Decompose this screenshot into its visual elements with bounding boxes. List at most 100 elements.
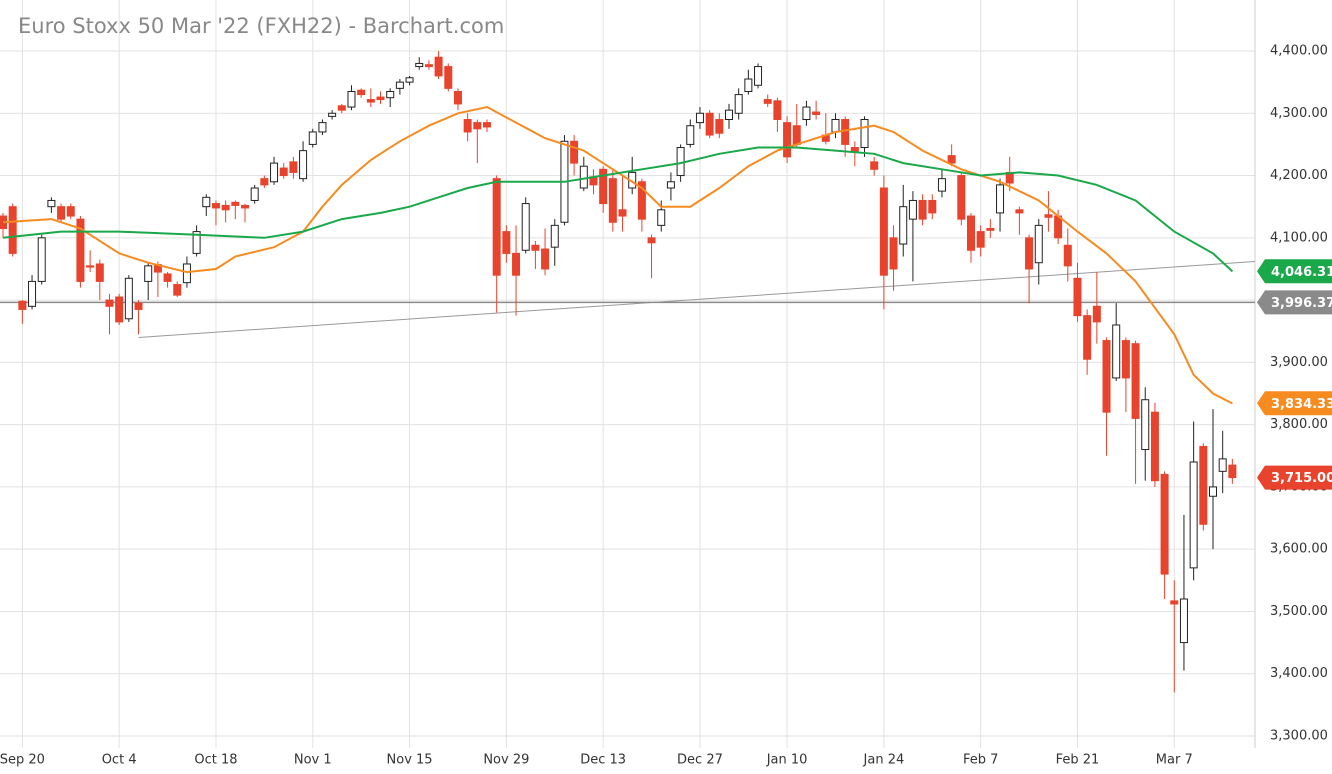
- candle-body: [986, 227, 995, 231]
- candle-body: [1189, 461, 1198, 569]
- candle-body: [483, 122, 491, 128]
- candle-body: [899, 206, 908, 245]
- candle-body: [279, 167, 288, 177]
- candle-body: [541, 248, 550, 270]
- candle-body: [115, 296, 124, 323]
- candle-body: [521, 203, 530, 251]
- candle-body: [211, 203, 220, 209]
- candle-body: [1092, 305, 1101, 323]
- candle-body: [957, 175, 966, 220]
- candle-body: [124, 277, 133, 320]
- candle-body: [1179, 598, 1188, 644]
- candle-body: [792, 125, 801, 145]
- y-tick-label: 4,300.00: [1270, 106, 1328, 121]
- candle-body: [1044, 214, 1053, 218]
- candle-body: [802, 106, 811, 121]
- candle-body: [1199, 445, 1208, 525]
- trendline: [138, 260, 1255, 338]
- candle-body: [250, 187, 259, 201]
- x-tick-label: Oct 18: [194, 753, 237, 768]
- candle-body: [270, 162, 279, 183]
- candle-body: [182, 263, 191, 284]
- candle-body: [105, 299, 114, 307]
- candle-body: [1083, 315, 1092, 360]
- candle-body: [95, 263, 104, 282]
- candle-body: [144, 265, 153, 282]
- candle-body: [1034, 224, 1043, 264]
- candle-body: [18, 300, 27, 310]
- x-tick-label: Nov 15: [387, 753, 433, 768]
- x-tick-label: Jan 10: [766, 753, 808, 768]
- candle-body: [744, 78, 753, 92]
- y-tick-label: 3,300.00: [1270, 729, 1328, 744]
- x-tick-label: Dec 27: [677, 753, 723, 768]
- candle-body: [1112, 324, 1121, 379]
- candle-body: [1228, 464, 1237, 479]
- candle-body: [647, 237, 656, 244]
- candle-body: [47, 199, 56, 208]
- candle-body: [473, 122, 482, 130]
- price-tag: [1257, 391, 1332, 416]
- candle-body: [502, 231, 511, 254]
- y-tick-label: 4,400.00: [1270, 44, 1328, 59]
- candle-body: [308, 131, 317, 145]
- candle-body: [395, 81, 404, 89]
- x-tick-label: Nov 1: [294, 753, 332, 768]
- candle-body: [831, 119, 840, 133]
- candle-body: [976, 231, 985, 248]
- candle-body: [57, 206, 66, 220]
- candle-body: [705, 112, 714, 136]
- candle-body: [241, 204, 249, 209]
- candle-body: [386, 90, 395, 99]
- candle-body: [328, 112, 337, 117]
- candle-body: [1218, 458, 1227, 472]
- candle-body: [415, 62, 424, 68]
- price-label: 3,715.00: [1271, 471, 1332, 486]
- candle-body: [1054, 215, 1063, 239]
- y-tick-label: 4,100.00: [1270, 230, 1328, 245]
- candle-body: [1160, 473, 1169, 575]
- x-tick-label: Oct 4: [102, 753, 137, 768]
- candle-body: [1170, 600, 1179, 605]
- candle-body: [1102, 340, 1111, 413]
- x-tick-label: Sep 20: [0, 753, 45, 768]
- candle-body: [512, 252, 521, 276]
- candle-body: [1073, 277, 1082, 317]
- candle-body: [1015, 209, 1024, 214]
- x-tick-label: Feb 7: [963, 753, 998, 768]
- x-tick-label: Jan 24: [863, 753, 905, 768]
- y-tick-label: 3,400.00: [1270, 666, 1328, 681]
- candle-body: [879, 187, 888, 276]
- candle-body: [599, 168, 608, 205]
- candle-body: [231, 201, 240, 206]
- candle-body: [1025, 237, 1034, 270]
- candle-body: [173, 284, 182, 296]
- y-tick-label: 3,900.00: [1270, 355, 1328, 370]
- candle-body: [1209, 486, 1217, 497]
- candle-body: [734, 94, 743, 114]
- candle-body: [357, 89, 366, 96]
- candle-body: [1131, 343, 1140, 419]
- x-tick-label: Dec 13: [580, 753, 626, 768]
- candle-body: [492, 178, 501, 276]
- candle-body: [686, 125, 695, 145]
- candle-body: [570, 140, 579, 164]
- candle-body: [908, 199, 917, 220]
- chart-title: Euro Stoxx 50 Mar '22 (FXH22) - Barchart…: [18, 14, 504, 38]
- candle-body: [76, 218, 85, 282]
- candle-body: [637, 181, 646, 220]
- candle-body: [1121, 340, 1130, 379]
- price-label: 4,046.31: [1271, 265, 1332, 280]
- candle-body: [444, 66, 453, 89]
- candle-body: [424, 64, 433, 68]
- candle-body: [754, 66, 763, 86]
- price-tag: [1257, 465, 1332, 490]
- candle-body: [812, 111, 821, 116]
- line-series: [2, 146, 1234, 273]
- price-tag: [1257, 259, 1332, 284]
- candle-body: [66, 206, 75, 217]
- candle-body: [318, 122, 327, 133]
- candle-body: [376, 96, 385, 101]
- candle-body: [86, 265, 95, 268]
- price-label: 3,996.37: [1271, 296, 1332, 311]
